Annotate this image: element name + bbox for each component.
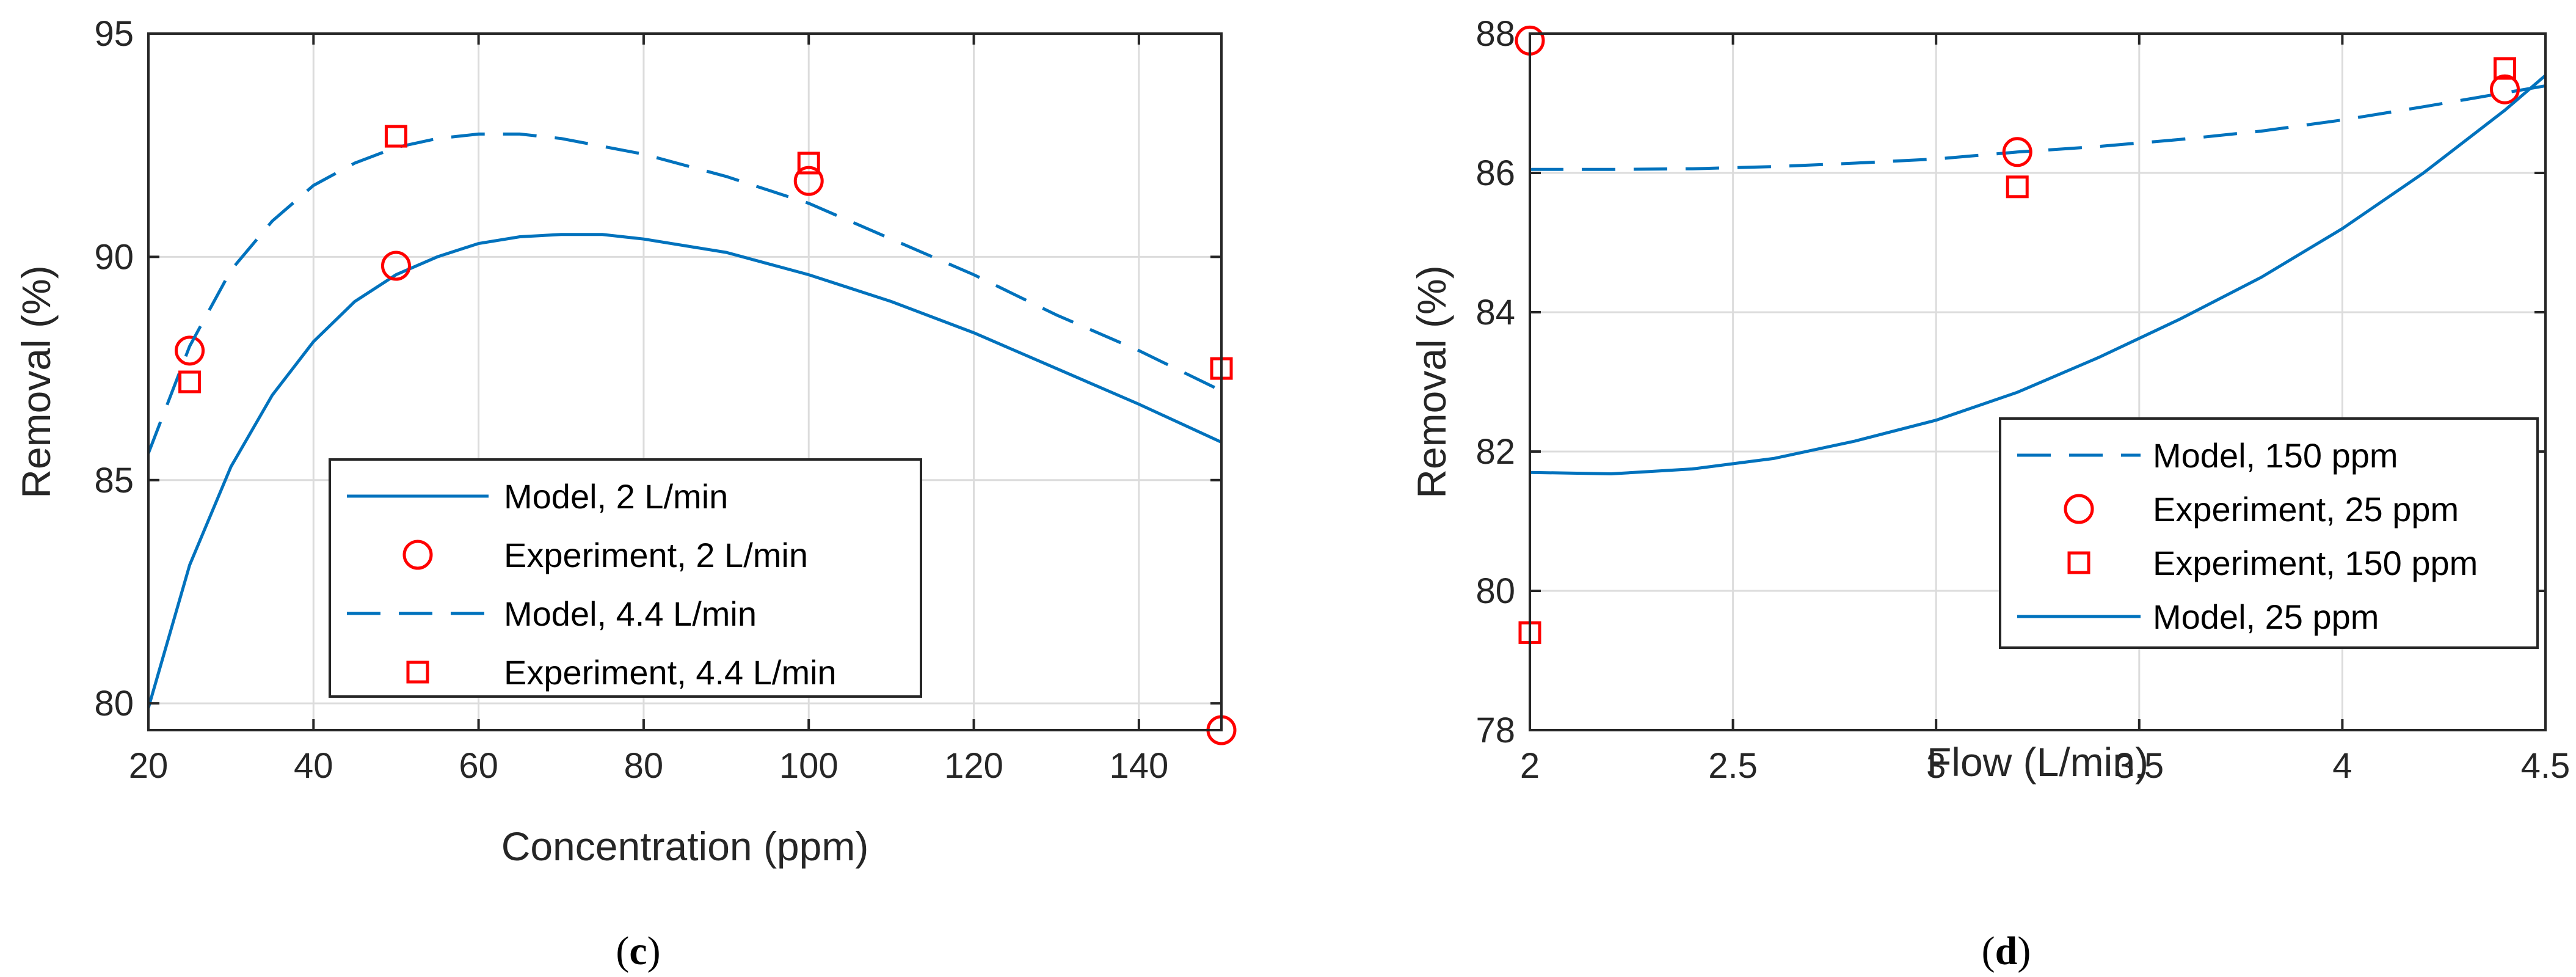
caption-open-paren: ( [616,929,629,973]
x-tick-label: 3 [1926,746,1946,786]
legend-entry-label: Model, 25 ppm [2153,598,2379,636]
x-tick-label: 40 [294,746,333,786]
legend-entry-label: Model, 2 L/min [504,477,728,516]
y-tick-label: 95 [94,14,134,54]
data-point-square [2006,175,2029,199]
x-tick-label: 100 [779,746,839,786]
data-point-circle [175,335,205,366]
x-tick-label: 4 [2332,746,2352,786]
data-point-circle [2489,74,2520,104]
x-axis-label: Concentration (ppm) [501,824,869,869]
data-point-square [2493,57,2516,80]
x-tick-label: 2.5 [1708,746,1758,786]
x-tick-label: 140 [1109,746,1168,786]
x-axis-label: Flow (L/min) [1927,739,2148,785]
axes-box [147,32,1223,731]
data-point-circle [2002,137,2032,167]
x-tick-label: 60 [459,746,498,786]
y-tick-label: 80 [1475,571,1515,611]
data-point-square [384,125,407,148]
y-tick-label: 80 [94,684,134,723]
legend: Model, 150 ppm Experiment, 25 ppm Experime… [1999,417,2539,649]
legend-entry-label: Experiment, 4.4 L/min [504,653,837,692]
caption-close-paren: ) [647,929,661,973]
series-line-solid [1530,74,2545,476]
legend-circle-swatch [2064,494,2094,524]
legend-square-swatch [2067,551,2090,574]
y-tick-label: 90 [94,237,134,277]
y-tick-label: 86 [1475,153,1515,193]
legend-square-swatch [406,660,429,684]
panel-caption: (c) [616,929,660,973]
x-tick-label: 20 [129,746,169,786]
x-tick-label: 80 [624,746,664,786]
x-tick-label: 4.5 [2521,746,2571,786]
y-axis-label: Removal (%) [13,265,59,498]
legend-entry-label: Experiment, 150 ppm [2153,544,2478,582]
data-point-square [797,152,820,175]
series-line-solid [148,233,1221,709]
x-tick-label: 120 [944,746,1003,786]
y-tick-label: 88 [1475,14,1515,54]
chart-panel-c: 20 40 60 80 100 120 140 80 85 90 95 Concentration (… [13,14,1237,973]
legend: Model, 2 L/min Experiment, 2 L/min Model, … [329,458,922,698]
series-line-dashed [148,132,1221,454]
x-tick-label: 3.5 [2114,746,2164,786]
chart-panel-d: 2 2.5 3 3.5 4 4.5 78 80 82 84 86 88 Flow (L/min) Remo… [1409,14,2570,973]
caption-close-paren: ) [2017,929,2031,973]
legend-entry-label: Model, 4.4 L/min [504,595,757,633]
caption-letter: c [629,929,647,973]
panel-caption: (d) [1982,929,2031,973]
data-point-circle [380,251,411,281]
series-line-dashed [1530,84,2545,171]
legend-circle-swatch [402,540,433,570]
axes-box [1529,32,2547,731]
y-tick-label: 84 [1475,293,1515,332]
y-tick-label: 82 [1475,432,1515,472]
y-axis-label: Removal (%) [1409,265,1454,498]
legend-entry-label: Experiment, 2 L/min [504,536,808,574]
x-tick-label: 2 [1520,746,1540,786]
y-tick-label: 85 [94,461,134,500]
legend-entry-label: Model, 150 ppm [2153,436,2398,475]
y-tick-label: 78 [1475,711,1515,750]
data-point-circle [793,166,824,196]
caption-open-paren: ( [1982,929,1995,973]
legend-box [329,458,922,698]
legend-entry-label: Experiment, 25 ppm [2153,490,2459,529]
data-point-square [178,370,202,393]
caption-letter: d [1995,929,2018,973]
